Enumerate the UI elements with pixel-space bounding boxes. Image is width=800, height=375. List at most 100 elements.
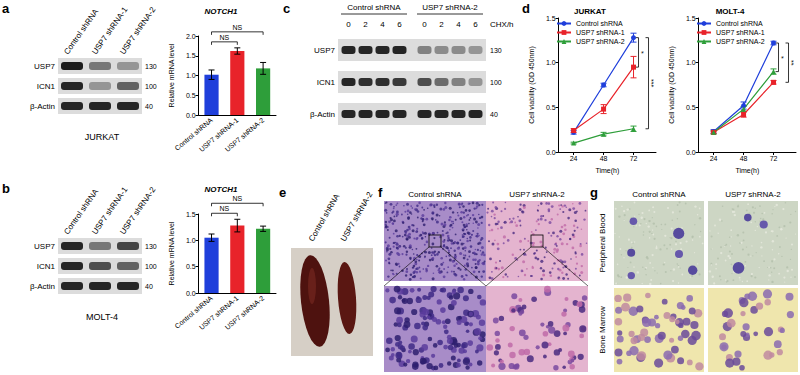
svg-text:Relative mRNA level: Relative mRNA level bbox=[168, 43, 175, 107]
svg-text:USP7 shRNA-2: USP7 shRNA-2 bbox=[224, 294, 266, 331]
svg-text:48: 48 bbox=[740, 155, 748, 162]
svg-text:130: 130 bbox=[145, 63, 157, 70]
html-text:a: a bbox=[2, 1, 10, 16]
svg-text:0.5: 0.5 bbox=[686, 104, 696, 111]
svg-text:NS: NS bbox=[220, 205, 230, 212]
svg-text:Control shRNA: Control shRNA bbox=[173, 294, 214, 330]
svg-text:0.0: 0.0 bbox=[186, 112, 196, 119]
svg-text:2: 2 bbox=[439, 20, 444, 29]
svg-text:β-Actin: β-Actin bbox=[30, 102, 55, 111]
svg-text:Bone Marrow: Bone Marrow bbox=[598, 306, 607, 354]
svg-text:USP7 shRNA-1: USP7 shRNA-1 bbox=[90, 5, 130, 57]
svg-text:Peripheral Blood: Peripheral Blood bbox=[598, 213, 607, 272]
svg-text:USP7: USP7 bbox=[34, 242, 55, 251]
svg-text:USP7 shRNA-1: USP7 shRNA-1 bbox=[197, 294, 240, 331]
svg-text:0.0: 0.0 bbox=[686, 149, 696, 156]
svg-text:**: ** bbox=[790, 60, 797, 66]
svg-text:USP7: USP7 bbox=[34, 62, 55, 71]
svg-text:1.5: 1.5 bbox=[186, 211, 196, 218]
svg-text:USP7 shRNA-2: USP7 shRNA-2 bbox=[339, 190, 375, 243]
html-text:b: b bbox=[2, 181, 10, 196]
svg-text:Control shRNA: Control shRNA bbox=[408, 190, 462, 199]
svg-text:1.5: 1.5 bbox=[686, 15, 696, 22]
svg-text:*: * bbox=[780, 56, 787, 59]
svg-text:β-Actin: β-Actin bbox=[30, 282, 55, 291]
svg-text:Control shRNA: Control shRNA bbox=[62, 187, 101, 237]
svg-text:Cell viability (OD 450nm): Cell viability (OD 450nm) bbox=[528, 46, 536, 123]
svg-text:130: 130 bbox=[145, 243, 157, 250]
svg-text:USP7 shRNA-2: USP7 shRNA-2 bbox=[224, 116, 266, 153]
svg-text:USP7 shRNA-1: USP7 shRNA-1 bbox=[716, 29, 765, 36]
svg-text:0.5: 0.5 bbox=[186, 263, 196, 270]
svg-text:β-Actin: β-Actin bbox=[310, 110, 335, 119]
svg-text:40: 40 bbox=[490, 111, 498, 118]
svg-text:40: 40 bbox=[145, 103, 153, 110]
svg-text:Time(h): Time(h) bbox=[595, 167, 619, 175]
svg-text:ICN1: ICN1 bbox=[317, 78, 336, 87]
svg-text:Control shRNA: Control shRNA bbox=[347, 3, 401, 12]
svg-text:JURKAT: JURKAT bbox=[574, 7, 606, 16]
svg-text:1.0: 1.0 bbox=[546, 59, 556, 66]
svg-text:USP7 shRNA-2: USP7 shRNA-2 bbox=[118, 185, 158, 236]
svg-text:130: 130 bbox=[490, 47, 502, 54]
svg-text:0.0: 0.0 bbox=[546, 149, 556, 156]
svg-text:100: 100 bbox=[145, 263, 157, 270]
svg-text:NOTCH1: NOTCH1 bbox=[205, 185, 238, 194]
svg-text:2: 2 bbox=[363, 20, 368, 29]
svg-text:USP7 shRNA-2: USP7 shRNA-2 bbox=[422, 3, 478, 12]
svg-text:JURKAT: JURKAT bbox=[85, 132, 120, 142]
svg-text:100: 100 bbox=[145, 83, 157, 90]
svg-text:72: 72 bbox=[630, 155, 638, 162]
svg-text:ICN1: ICN1 bbox=[37, 262, 56, 271]
svg-text:Control shRNA: Control shRNA bbox=[62, 7, 101, 57]
svg-text:6: 6 bbox=[397, 20, 402, 29]
svg-text:USP7 shRNA-2: USP7 shRNA-2 bbox=[118, 5, 158, 56]
svg-text:USP7 shRNA-1: USP7 shRNA-1 bbox=[197, 116, 240, 153]
svg-text:***: *** bbox=[650, 79, 657, 87]
svg-text:72: 72 bbox=[770, 155, 778, 162]
svg-text:USP7 shRNA-2: USP7 shRNA-2 bbox=[509, 190, 565, 199]
svg-text:ICN1: ICN1 bbox=[37, 82, 56, 91]
svg-text:USP7 shRNA-2: USP7 shRNA-2 bbox=[576, 38, 625, 45]
svg-text:Relative mRNA level: Relative mRNA level bbox=[168, 221, 175, 285]
svg-text:1.0: 1.0 bbox=[186, 72, 196, 79]
svg-text:100: 100 bbox=[490, 79, 502, 86]
svg-text:1.5: 1.5 bbox=[546, 15, 556, 22]
svg-text:4: 4 bbox=[456, 20, 461, 29]
svg-text:24: 24 bbox=[570, 155, 578, 162]
svg-text:0.0: 0.0 bbox=[186, 290, 196, 297]
svg-text:6: 6 bbox=[473, 20, 478, 29]
svg-text:0: 0 bbox=[422, 20, 427, 29]
svg-text:1.5: 1.5 bbox=[186, 52, 196, 59]
svg-text:Control shRNA: Control shRNA bbox=[173, 116, 214, 152]
svg-text:*: * bbox=[640, 51, 647, 54]
svg-text:NS: NS bbox=[220, 34, 230, 41]
svg-text:Cell viability (OD 450nm): Cell viability (OD 450nm) bbox=[668, 46, 676, 123]
svg-text:MOLT-4: MOLT-4 bbox=[86, 312, 118, 322]
svg-text:24: 24 bbox=[710, 155, 718, 162]
svg-text:2.0: 2.0 bbox=[186, 33, 196, 40]
svg-text:1.0: 1.0 bbox=[686, 59, 696, 66]
svg-text:4: 4 bbox=[380, 20, 385, 29]
svg-text:USP7 shRNA-2: USP7 shRNA-2 bbox=[716, 38, 765, 45]
svg-text:40: 40 bbox=[145, 283, 153, 290]
svg-text:Control shRNA: Control shRNA bbox=[716, 20, 763, 27]
svg-text:MOLT-4: MOLT-4 bbox=[716, 7, 745, 16]
svg-text:USP7: USP7 bbox=[314, 46, 335, 55]
svg-text:Control shRNA: Control shRNA bbox=[576, 20, 623, 27]
svg-text:0.5: 0.5 bbox=[186, 92, 196, 99]
svg-text:NOTCH1: NOTCH1 bbox=[205, 7, 238, 16]
svg-text:0.5: 0.5 bbox=[546, 104, 556, 111]
svg-text:NS: NS bbox=[232, 195, 242, 202]
svg-text:Control shRNA: Control shRNA bbox=[632, 190, 686, 199]
svg-text:USP7 shRNA-1: USP7 shRNA-1 bbox=[90, 185, 130, 237]
svg-text:NS: NS bbox=[232, 24, 242, 31]
svg-text:0: 0 bbox=[346, 20, 351, 29]
svg-text:Time(h): Time(h) bbox=[735, 167, 759, 175]
svg-text:USP7 shRNA-1: USP7 shRNA-1 bbox=[576, 29, 625, 36]
svg-text:USP7 shRNA-2: USP7 shRNA-2 bbox=[725, 190, 781, 199]
svg-text:48: 48 bbox=[600, 155, 608, 162]
svg-text:CHX/h: CHX/h bbox=[490, 20, 514, 29]
svg-text:Control shRNA: Control shRNA bbox=[307, 192, 342, 243]
svg-text:1.0: 1.0 bbox=[186, 237, 196, 244]
